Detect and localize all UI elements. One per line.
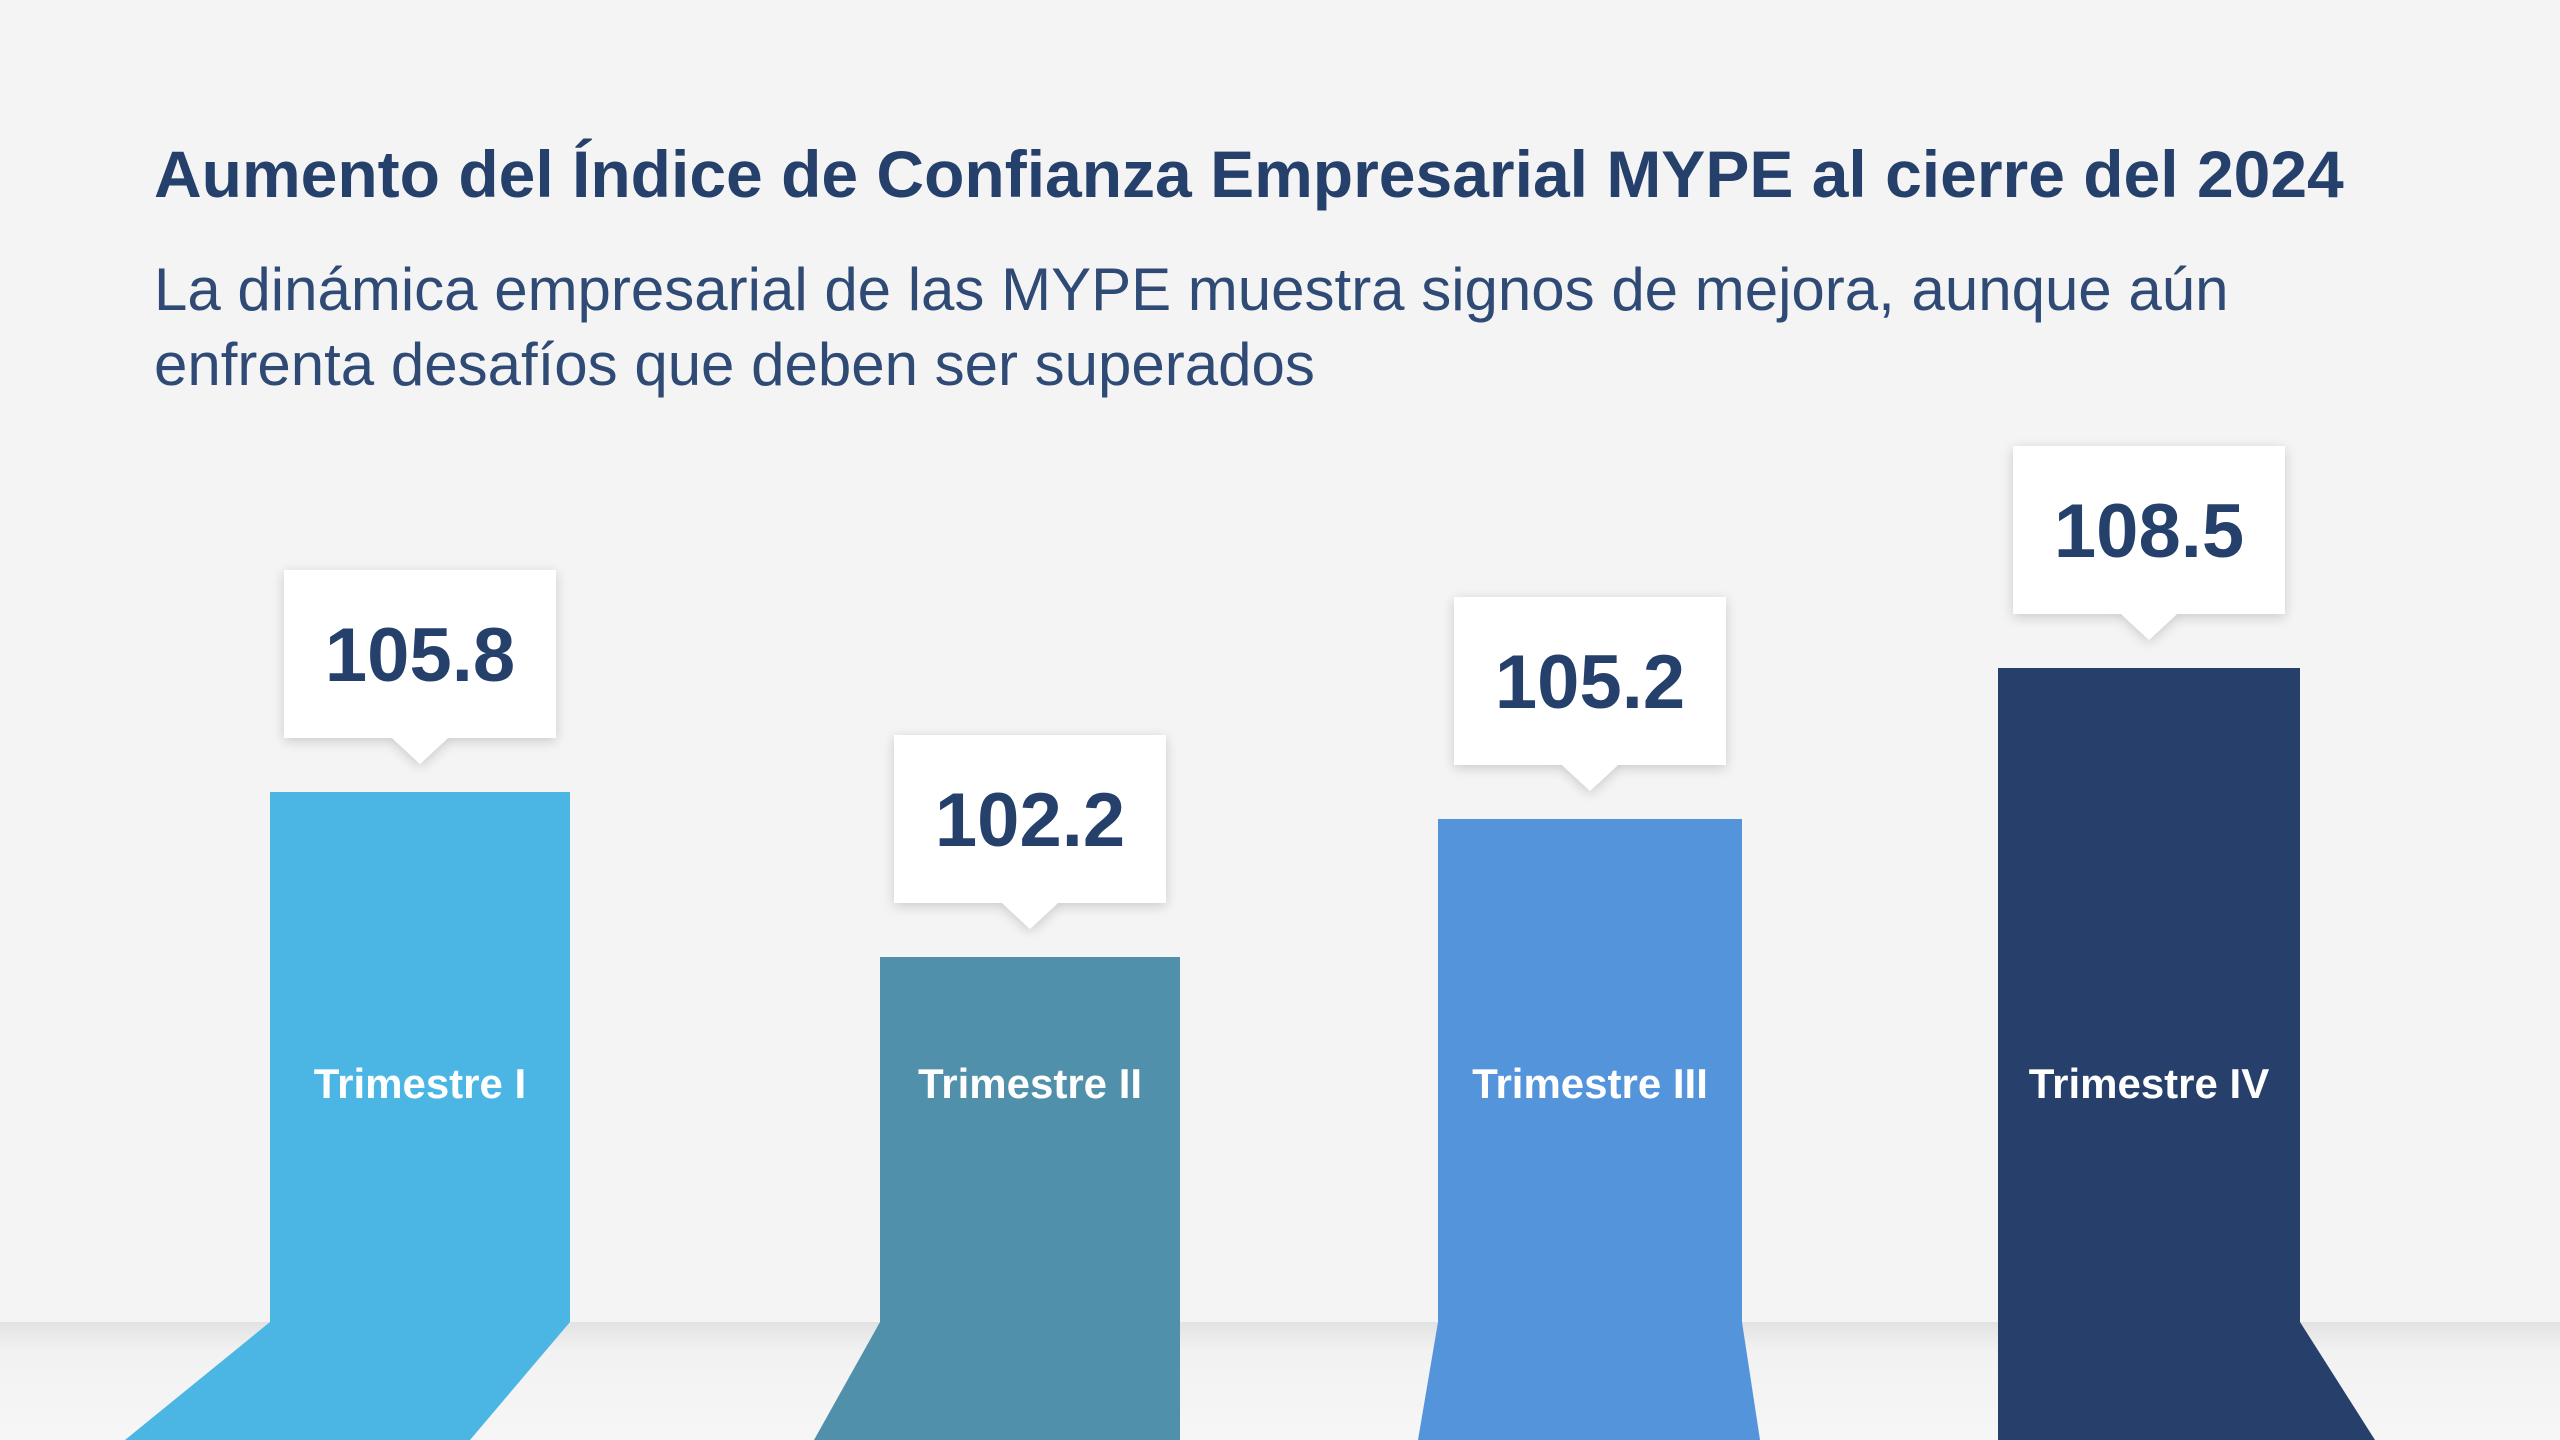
bar (880, 957, 1180, 1322)
value-callout (284, 570, 556, 764)
value-callout-box (894, 735, 1166, 929)
value-callout-box (284, 570, 556, 764)
bar (1998, 668, 2300, 1322)
bar-category-label: Trimestre II (918, 1060, 1142, 1107)
bar-floor-shadow (1998, 1322, 2375, 1440)
bar-category-label: Trimestre I (314, 1060, 526, 1107)
bar-floor-shadow (1418, 1322, 1760, 1440)
bar-floor-shadow (814, 1322, 1180, 1440)
value-callout (2013, 446, 2285, 640)
bar-value-label: 105.8 (325, 613, 515, 698)
chart-subtitle: La dinámica empresarial de las MYPE mues… (154, 256, 2229, 398)
bar (1438, 819, 1742, 1322)
bar-category-label: Trimestre IV (2029, 1060, 2269, 1107)
value-callout-box (2013, 446, 2285, 640)
bar (270, 792, 570, 1322)
bar-value-label: 108.5 (2054, 489, 2244, 574)
value-callout-box (1454, 597, 1726, 791)
bar-value-label: 105.2 (1495, 640, 1685, 725)
value-callout (894, 735, 1166, 929)
chart-title: Aumento del Índice de Confianza Empresar… (154, 137, 2344, 211)
bar-category-label: Trimestre III (1472, 1060, 1708, 1107)
bar-value-label: 102.2 (935, 778, 1125, 863)
value-callout (1454, 597, 1726, 791)
bar-floor-shadow (125, 1322, 570, 1440)
